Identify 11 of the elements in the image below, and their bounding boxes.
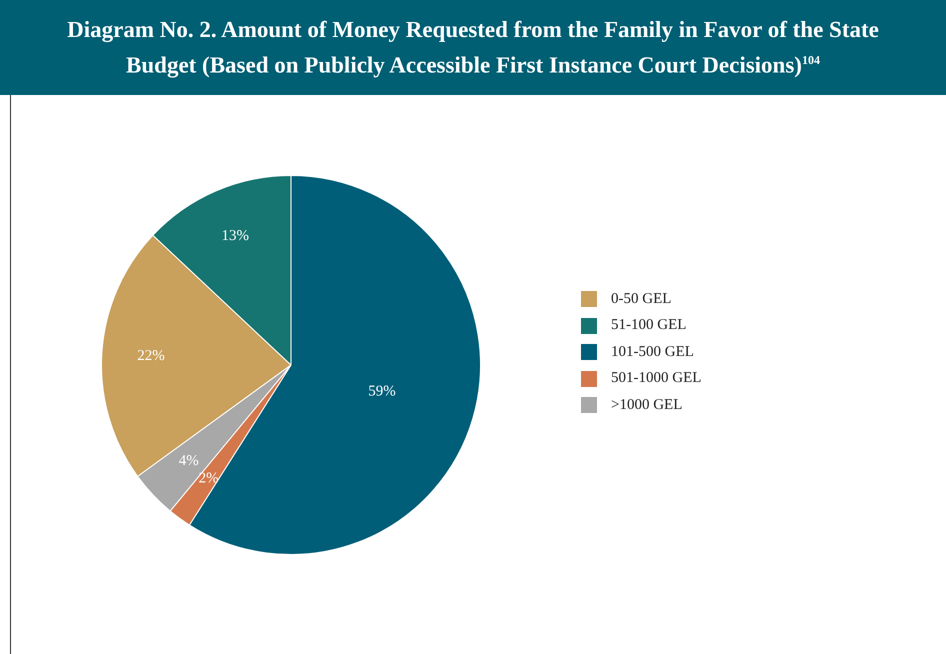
legend-label: 501-1000 GEL xyxy=(611,370,702,388)
legend-label: 101-500 GEL xyxy=(611,344,694,361)
chart-title: Diagram No. 2. Amount of Money Requested from the Family in Favor of the State Budget (Based on Publicly Accessible First Instance Court Decisions)$^{104}$ xyxy=(66,16,880,80)
data-label: 2% xyxy=(198,470,219,486)
data-label: 13% xyxy=(222,228,250,244)
data-label: 4% xyxy=(178,452,199,469)
legend-label: >1000 GEL xyxy=(611,396,682,414)
legend-label: 51-100 GEL xyxy=(611,317,686,334)
legend-label: 0-50 GEL xyxy=(611,290,672,308)
data-label: 22% xyxy=(137,348,165,364)
data-label: 59% xyxy=(368,383,396,400)
